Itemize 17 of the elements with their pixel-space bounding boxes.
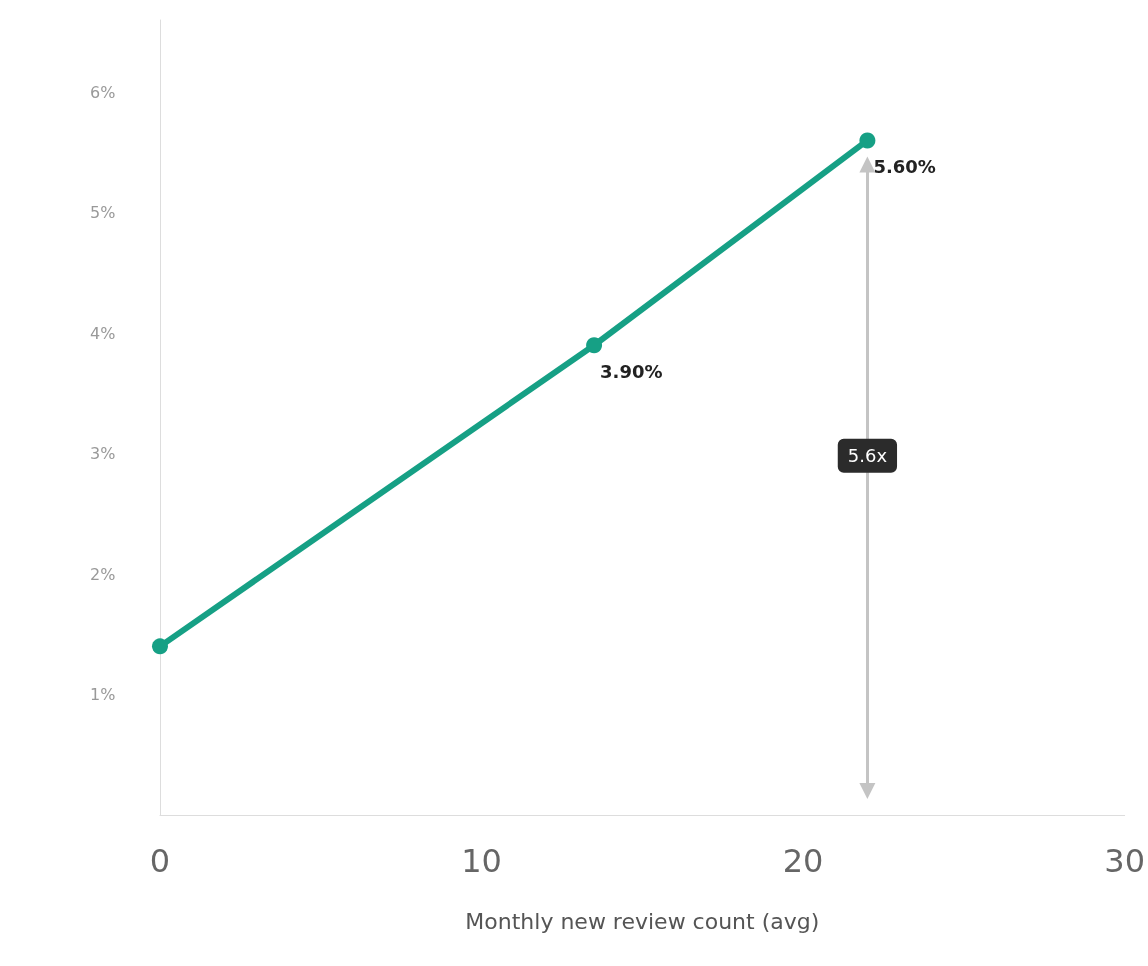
- x-tick-label: 30: [1104, 842, 1145, 880]
- x-tick-label: 0: [149, 842, 171, 880]
- x-tick-label: 20: [782, 842, 824, 880]
- y-tick-label: 3%: [90, 444, 116, 464]
- y-tick-label: 4%: [90, 323, 116, 343]
- annotation: 5.6x: [847, 445, 888, 467]
- y-tick-label: 5%: [90, 203, 116, 223]
- x-axis-title: Monthly new review count (avg): [465, 908, 820, 934]
- data-label: 5.60%: [873, 155, 936, 177]
- point: [586, 337, 603, 354]
- y-tick-label: 1%: [90, 685, 116, 705]
- y-tick-label: 2%: [90, 564, 116, 584]
- point: [859, 132, 876, 149]
- x-tick-label: 10: [461, 842, 502, 880]
- point: [152, 638, 168, 655]
- data-label: 3.90%: [600, 360, 663, 382]
- y-tick-label: 6%: [90, 82, 116, 102]
